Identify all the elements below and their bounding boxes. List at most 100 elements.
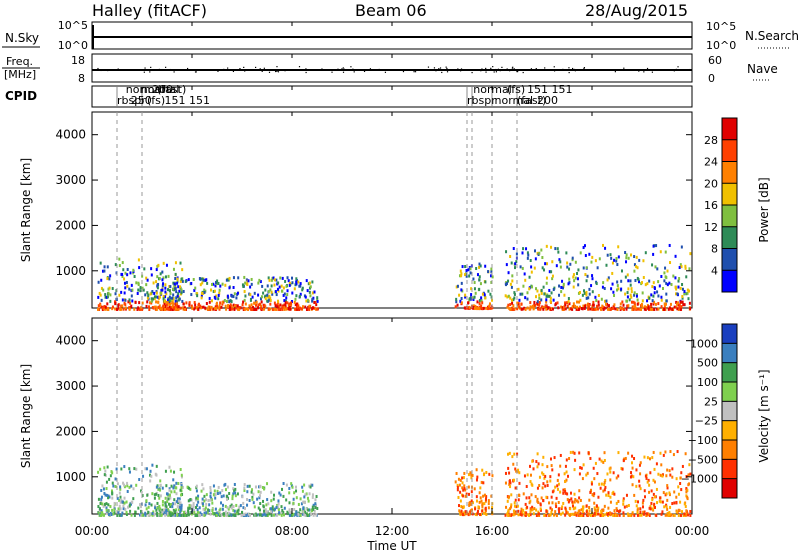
data-cell bbox=[129, 271, 132, 275]
data-cell bbox=[166, 306, 169, 310]
data-cell bbox=[475, 499, 478, 503]
data-cell bbox=[102, 513, 105, 517]
data-cell bbox=[564, 301, 567, 305]
data-cell bbox=[179, 285, 182, 289]
data-cell bbox=[558, 507, 561, 511]
data-cell bbox=[251, 305, 254, 309]
data-cell bbox=[660, 295, 663, 299]
data-cell bbox=[550, 291, 553, 295]
data-cell bbox=[526, 256, 529, 260]
data-cell bbox=[151, 306, 154, 310]
data-cell bbox=[668, 306, 671, 310]
data-cell bbox=[123, 281, 126, 285]
data-cell bbox=[490, 494, 493, 498]
data-cell bbox=[190, 281, 193, 285]
data-cell bbox=[666, 511, 669, 515]
data-cell bbox=[589, 456, 592, 460]
data-cell bbox=[484, 497, 487, 501]
data-cell bbox=[683, 512, 686, 516]
data-cell bbox=[223, 298, 226, 302]
data-cell bbox=[314, 498, 317, 502]
data-cell bbox=[630, 287, 633, 291]
data-cell bbox=[218, 288, 221, 292]
data-cell bbox=[299, 292, 302, 296]
data-cell bbox=[676, 450, 679, 454]
data-cell bbox=[174, 272, 177, 276]
data-cell bbox=[546, 480, 549, 484]
data-cell bbox=[179, 468, 182, 472]
data-cell bbox=[304, 305, 307, 309]
data-cell bbox=[596, 266, 599, 270]
data-cell bbox=[180, 506, 183, 510]
data-cell bbox=[472, 304, 475, 308]
data-cell bbox=[655, 462, 658, 466]
data-cell bbox=[187, 507, 190, 511]
data-cell bbox=[586, 471, 589, 475]
data-cell bbox=[603, 481, 606, 485]
data-cell bbox=[302, 507, 305, 511]
data-cell bbox=[107, 287, 110, 291]
colorbar-segment bbox=[722, 161, 737, 184]
data-cell bbox=[673, 501, 676, 505]
data-cell bbox=[157, 263, 160, 267]
y-tick-label: 2000 bbox=[55, 424, 86, 438]
data-cell bbox=[158, 496, 161, 500]
data-cell bbox=[214, 284, 217, 288]
data-cell bbox=[109, 274, 112, 278]
data-cell bbox=[684, 266, 687, 270]
data-cell bbox=[288, 305, 291, 309]
data-cell bbox=[107, 503, 110, 507]
data-cell bbox=[465, 274, 468, 278]
data-cell bbox=[574, 304, 577, 308]
colorbar-tick-label: −25 bbox=[695, 415, 718, 428]
data-cell bbox=[465, 272, 468, 276]
data-cell bbox=[459, 269, 462, 273]
data-cell bbox=[585, 513, 588, 517]
data-cell bbox=[316, 296, 319, 300]
data-cell bbox=[115, 467, 118, 471]
data-cell bbox=[556, 301, 559, 305]
data-cell bbox=[513, 452, 516, 456]
data-cell bbox=[263, 487, 266, 491]
data-cell bbox=[679, 476, 682, 480]
colorbar-tick-label: 28 bbox=[704, 134, 718, 147]
data-cell bbox=[514, 498, 517, 502]
data-cell bbox=[513, 307, 516, 311]
data-cell bbox=[689, 509, 692, 513]
data-cell bbox=[667, 513, 670, 517]
data-cell bbox=[309, 483, 312, 487]
data-cell bbox=[215, 511, 218, 515]
data-cell bbox=[277, 281, 280, 285]
data-cell bbox=[559, 490, 562, 494]
nave-dot bbox=[433, 67, 436, 69]
data-cell bbox=[162, 297, 165, 301]
data-cell bbox=[594, 259, 597, 263]
data-cell bbox=[488, 304, 491, 308]
data-cell bbox=[468, 501, 471, 505]
data-cell bbox=[658, 284, 661, 288]
data-cell bbox=[127, 505, 130, 509]
data-cell bbox=[489, 292, 492, 296]
data-cell bbox=[680, 471, 683, 475]
data-cell bbox=[281, 487, 284, 491]
data-cell bbox=[261, 284, 264, 288]
data-cell bbox=[591, 290, 594, 294]
data-cell bbox=[535, 287, 538, 291]
data-cell bbox=[295, 496, 298, 500]
data-cell bbox=[623, 505, 626, 509]
data-cell bbox=[164, 307, 167, 311]
data-cell bbox=[458, 274, 461, 278]
nave-dot bbox=[623, 67, 625, 69]
data-cell bbox=[205, 278, 208, 282]
data-cell bbox=[558, 258, 561, 262]
data-cell bbox=[568, 457, 571, 461]
data-cell bbox=[535, 295, 538, 299]
data-cell bbox=[478, 500, 481, 504]
data-cell bbox=[638, 463, 641, 467]
colorbar-tick-label: −1000 bbox=[681, 473, 718, 486]
data-cell bbox=[640, 513, 643, 517]
nave-dot bbox=[97, 67, 99, 70]
data-cell bbox=[269, 307, 272, 311]
data-cell bbox=[155, 307, 158, 311]
data-cell bbox=[567, 474, 570, 478]
